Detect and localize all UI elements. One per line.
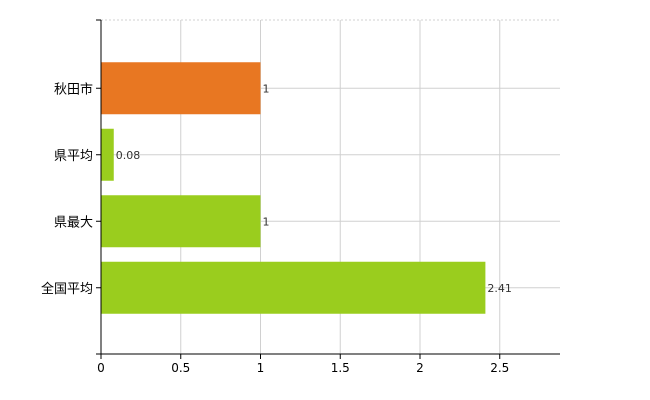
data-label: 0.08: [116, 149, 141, 162]
axes: [100, 20, 560, 355]
x-tick-label: 2.5: [490, 361, 509, 375]
data-label: 2.41: [487, 282, 512, 295]
category-label: 全国平均: [41, 281, 93, 297]
category-label: 県平均: [54, 149, 93, 164]
bar: [101, 128, 114, 181]
data-label: 1: [263, 82, 270, 95]
data-label: 1: [263, 215, 270, 228]
bars: [101, 62, 486, 314]
bar: [101, 62, 261, 115]
labels: 0 0.5 1 1.5 2 2.5 秋田市 1 県平均 0.08 県最大 1 全国平均 2.41: [41, 19, 512, 375]
bar: [101, 261, 486, 314]
x-tick-label: 1.5: [331, 361, 350, 375]
x-tick-label: 0: [97, 361, 105, 375]
category-label: 県最大: [54, 215, 93, 230]
category-label: 秋田市: [54, 81, 93, 97]
x-tick-label: 2: [416, 361, 424, 375]
bar: [101, 195, 261, 248]
x-tick-label: 0.5: [171, 361, 190, 375]
x-tick-label: 1: [257, 361, 265, 375]
